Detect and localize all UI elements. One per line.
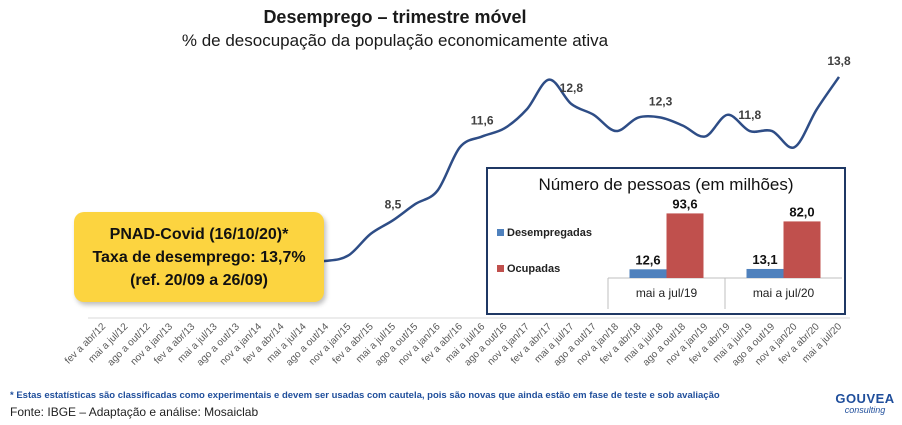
footnote: * Estas estatísticas são classificadas c… bbox=[10, 390, 720, 401]
inset-bar bbox=[629, 269, 667, 278]
inset-chart-title: Número de pessoas (em milhões) bbox=[538, 175, 794, 194]
logo-main-text: GOUVEA bbox=[835, 391, 895, 406]
line-chart: 7,47,38,511,612,812,311,813,8 fev a abr/… bbox=[63, 54, 851, 369]
gouvea-logo: GOUVEA consulting bbox=[832, 392, 898, 415]
data-label: 11,6 bbox=[471, 113, 494, 127]
inset-bar-label: 93,6 bbox=[672, 196, 697, 211]
data-label: 8,5 bbox=[385, 197, 402, 211]
inset-bar bbox=[746, 268, 784, 278]
callout-line-1: PNAD-Covid (16/10/20)* bbox=[109, 225, 289, 243]
source-note: Fonte: IBGE – Adaptação e análise: Mosai… bbox=[10, 405, 259, 419]
data-label: 11,8 bbox=[738, 108, 761, 122]
legend-swatch bbox=[497, 229, 504, 236]
inset-bar bbox=[783, 221, 821, 278]
logo-sub-text: consulting bbox=[844, 405, 886, 415]
data-label: 12,3 bbox=[649, 95, 673, 109]
legend-swatch bbox=[497, 265, 504, 272]
callout-line-3: (ref. 20/09 a 26/09) bbox=[130, 271, 268, 289]
inset-bar-label: 13,1 bbox=[752, 252, 777, 267]
pnad-covid-callout: PNAD-Covid (16/10/20)* Taxa de desempreg… bbox=[74, 212, 324, 302]
inset-bar bbox=[666, 213, 704, 278]
inset-bar-svg: Desempregadas Ocupadas 12,6 93,6 mai a jul/1… bbox=[497, 196, 842, 309]
inset-bar-chart: Número de pessoas (em milhões) Desempreg… bbox=[486, 167, 846, 315]
inset-bar-label: 12,6 bbox=[635, 252, 660, 267]
data-label: 13,8 bbox=[827, 54, 851, 68]
chart-subtitle: % de desocupação da população economicam… bbox=[181, 31, 609, 50]
legend-label: Ocupadas bbox=[507, 263, 560, 275]
callout-line-2: Taxa de desemprego: 13,7% bbox=[92, 248, 306, 266]
chart-title: Desemprego – trimestre móvel bbox=[263, 7, 527, 27]
inset-category-label: mai a jul/20 bbox=[753, 286, 815, 300]
inset-category-label: mai a jul/19 bbox=[636, 286, 698, 300]
data-label: 12,8 bbox=[560, 81, 584, 95]
inset-bar-label: 82,0 bbox=[789, 204, 814, 219]
legend-label: Desempregadas bbox=[507, 227, 592, 239]
